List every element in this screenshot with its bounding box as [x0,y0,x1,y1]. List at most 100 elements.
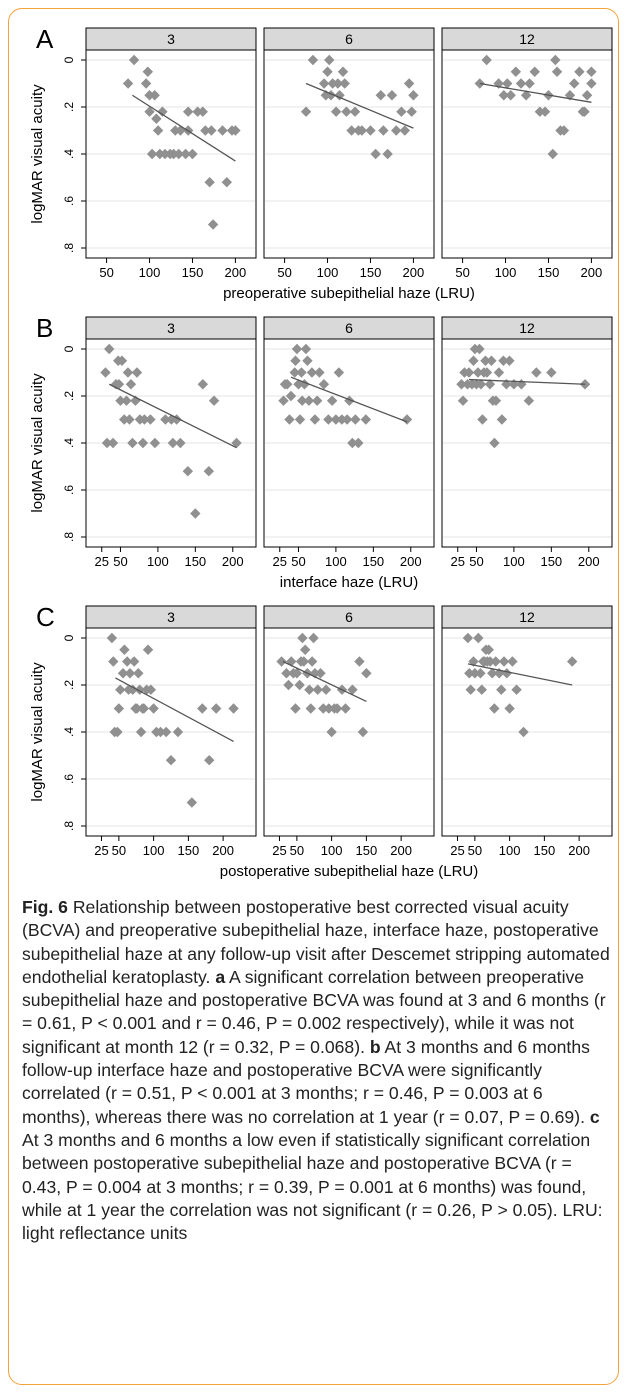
data-point [165,755,177,766]
x-tick-label: 200 [212,843,234,858]
data-point [349,106,361,117]
fit-line [467,663,573,686]
y-axis-label: logMAR visual acuity [29,84,46,224]
data-point [498,90,510,101]
data-point [128,54,140,66]
data-point [175,437,186,449]
x-tick-label: 200 [403,265,425,280]
data-point [127,437,138,449]
strip-label: 12 [519,31,535,47]
data-point [305,703,316,714]
x-tick-label: 100 [143,843,165,858]
data-point [403,78,415,89]
data-point [146,148,158,160]
data-point [131,367,143,378]
x-tick-label: 150 [182,265,204,280]
x-tick-label: 25 [95,554,109,569]
data-point [333,367,345,378]
data-point [347,684,358,695]
data-point [300,106,312,117]
data-point [357,726,369,738]
data-point [361,668,372,679]
caption-a-text: A significant correlation between preope… [22,966,606,1057]
data-point [173,148,184,160]
x-tick-label: 150 [360,265,382,280]
y-tick-label: .2 [62,680,76,690]
data-point [182,106,194,117]
data-point [332,78,344,89]
data-point [337,66,349,77]
data-point [197,106,208,117]
data-point [119,644,130,655]
y-tick-label: 0 [62,634,76,641]
data-point [113,703,125,714]
data-point [339,78,350,89]
strip-label: 12 [519,320,535,336]
data-point [221,177,233,188]
data-point [294,414,306,425]
data-point [399,125,411,136]
data-point [200,125,211,136]
data-point [304,684,315,695]
x-tick-label: 100 [321,843,343,858]
x-tick-label: 50 [112,843,126,858]
data-point [469,668,481,679]
data-point [496,684,507,695]
data-point [281,668,292,679]
data-point [312,684,323,695]
fit-line [305,82,414,129]
x-tick-label: 150 [178,843,200,858]
data-point [207,219,219,230]
data-point [108,656,119,667]
data-point [493,367,505,378]
data-point [496,414,508,425]
data-point [152,125,164,136]
x-tick-label: 100 [495,265,517,280]
data-point [315,668,326,679]
data-point [489,703,500,714]
data-point [330,414,342,425]
data-point [360,414,372,425]
caption-intro: Relationship between postoperative best … [22,897,610,987]
data-point [101,437,113,449]
data-point [324,54,335,66]
y-tick-label: .4 [62,438,76,448]
data-point [124,414,135,425]
data-point [228,703,239,714]
x-tick-label: 50 [113,554,127,569]
data-point [401,414,413,425]
data-point [322,66,333,77]
data-point [122,78,134,89]
data-point [314,367,325,378]
data-point [347,437,358,449]
data-point [306,367,318,378]
data-point [406,106,417,117]
data-point [144,106,155,117]
data-point [119,414,130,425]
y-tick-label: .8 [62,532,76,542]
fit-line [115,677,234,742]
data-point [134,684,145,695]
data-point [474,343,485,355]
data-point [121,395,132,406]
data-point [489,437,500,449]
x-tick-label: 150 [362,554,384,569]
y-tick-label: .6 [62,485,76,495]
strip-label: 3 [167,31,175,47]
data-point [294,679,305,691]
data-point [138,703,150,714]
data-point [139,414,150,425]
data-point [308,632,319,644]
data-point [515,78,527,89]
data-point [197,703,208,714]
data-point [107,437,119,449]
x-tick-label: 100 [499,843,521,858]
figure-caption: Fig. 6 Relationship between postoperativ… [22,896,612,1245]
data-point [481,367,493,378]
data-point [160,414,171,425]
data-point [475,668,486,679]
data-point [484,656,496,667]
data-point [520,90,532,101]
data-point [323,703,335,714]
data-point [124,668,136,679]
